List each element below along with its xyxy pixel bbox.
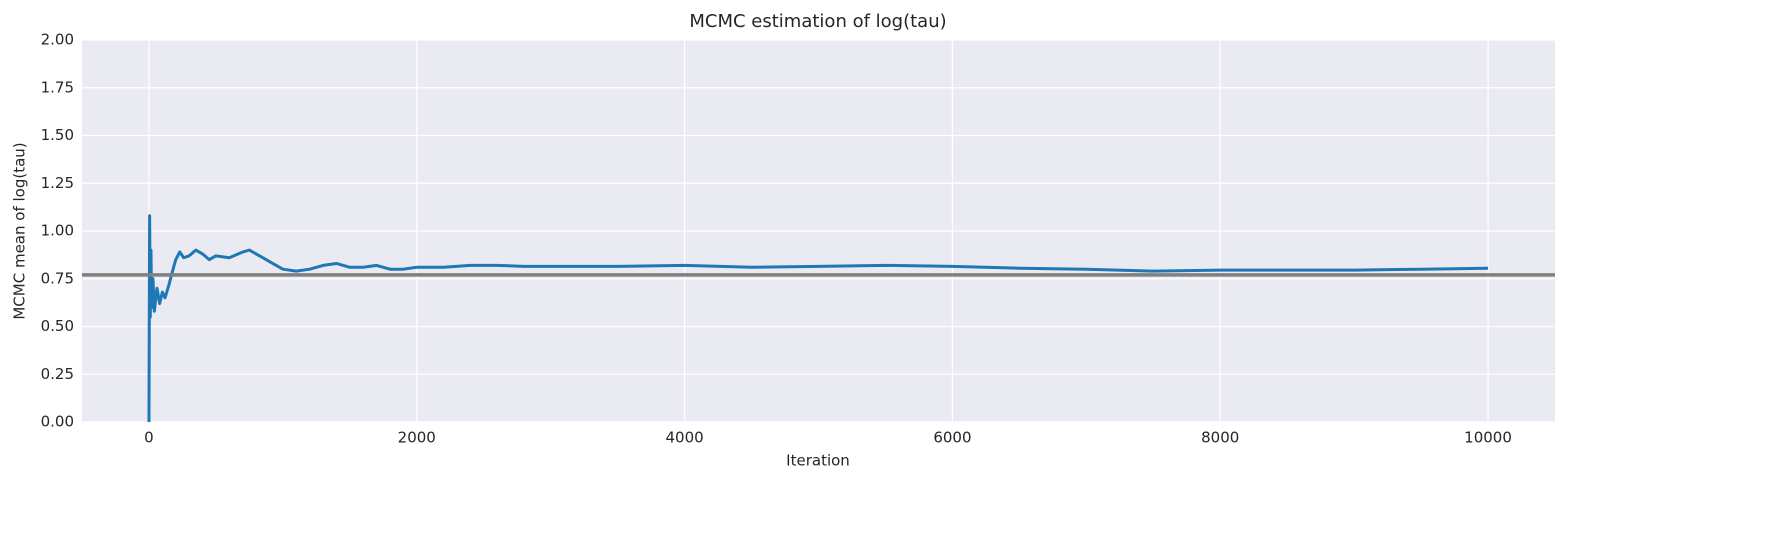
x-tick-label: 10000 xyxy=(1464,429,1512,447)
y-tick-label: 0.25 xyxy=(41,365,74,383)
y-axis-label: MCMC mean of log(tau) xyxy=(11,142,29,319)
y-tick-label: 1.75 xyxy=(41,78,74,96)
x-tick-label: 0 xyxy=(144,429,154,447)
data-line xyxy=(147,214,1489,423)
y-tick-label: 0.75 xyxy=(41,269,74,287)
x-tick-label: 4000 xyxy=(665,429,703,447)
chart-title: MCMC estimation of log(tau) xyxy=(689,11,946,32)
y-tick-label: 1.00 xyxy=(41,222,74,240)
y-tick-label: 0.00 xyxy=(41,413,74,431)
y-tick-label: 1.50 xyxy=(41,126,74,144)
y-tick-label: 2.00 xyxy=(41,31,74,49)
y-tick-label: 0.50 xyxy=(41,317,74,335)
marks xyxy=(82,214,1555,423)
x-tick-label: 6000 xyxy=(933,429,971,447)
y-tick-label: 1.25 xyxy=(41,174,74,192)
x-axis-label: Iteration xyxy=(786,452,850,470)
x-tick-label: 2000 xyxy=(398,429,436,447)
x-tick-label: 8000 xyxy=(1201,429,1239,447)
